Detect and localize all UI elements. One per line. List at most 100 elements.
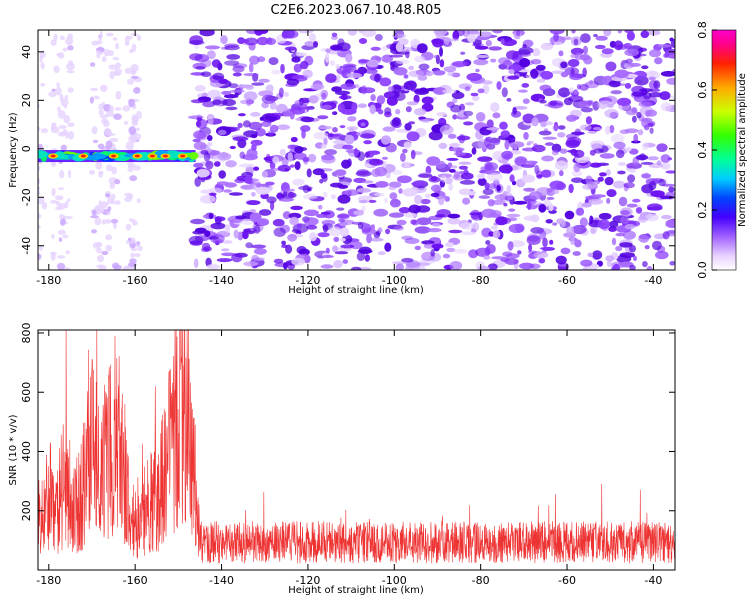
snr-ytick-label: 400 — [20, 441, 33, 462]
spectrogram-xtick-label: -40 — [644, 274, 662, 287]
spectrogram-blob — [337, 184, 349, 189]
spectrogram-blob — [203, 152, 211, 162]
spectrogram-blob — [549, 100, 558, 106]
snr-ytick-label: 600 — [20, 382, 33, 403]
spectrogram-blob — [114, 200, 121, 205]
spectrogram-blob — [199, 30, 215, 37]
spectrogram-blob — [452, 114, 458, 120]
spectrogram-blob — [560, 61, 568, 69]
spectrogram-blob — [321, 155, 336, 164]
spectrogram-blob — [448, 229, 463, 234]
spectrogram-blob — [610, 133, 625, 144]
spectrogram-blob — [51, 88, 56, 92]
spectrogram-blob — [470, 92, 479, 97]
spectrogram-blob — [382, 126, 396, 132]
chart-title: C2E6.2023.067.10.48.R05 — [270, 3, 441, 18]
spectrogram-blob — [261, 94, 276, 105]
snr-xlabel: Height of straight line (km) — [288, 585, 424, 596]
spectrogram-blob — [283, 262, 288, 270]
spectrogram-blob — [472, 222, 480, 232]
spectrogram-blob — [439, 59, 445, 68]
spectrogram-blob — [530, 214, 540, 223]
spectrogram-blob — [418, 63, 430, 71]
snr-xtick-label: -60 — [558, 574, 576, 587]
spectrogram-blob — [131, 220, 138, 226]
spectrogram-blob — [560, 36, 572, 41]
spectrogram-blob — [130, 75, 139, 80]
spectrogram-blob — [246, 200, 261, 206]
spectrogram-blob — [196, 120, 202, 127]
spectrogram-blob — [337, 213, 350, 220]
spectrogram-blob — [293, 63, 302, 73]
spectrogram-blob — [598, 212, 612, 220]
spectrogram-blob — [124, 67, 134, 75]
spectrogram-blob — [414, 245, 421, 251]
signal-band-blob — [139, 151, 151, 160]
spectrogram-blob — [626, 31, 636, 41]
spectrogram-blob — [403, 80, 417, 91]
spectrogram-blob — [606, 197, 611, 204]
spectrogram-blob — [358, 199, 368, 204]
spectrogram-blob — [576, 207, 585, 216]
spectrogram-blob — [442, 88, 457, 94]
spectrogram-blob — [530, 68, 539, 79]
spectrogram-blob — [406, 131, 420, 142]
spectrogram-blob — [101, 56, 107, 63]
spectrogram-blob — [189, 53, 203, 61]
spectrogram-blob — [225, 160, 237, 168]
spectrogram-blob — [91, 126, 98, 135]
spectrogram-blob — [435, 160, 446, 169]
spectrogram-blob — [132, 116, 138, 125]
spectrogram-blob — [357, 151, 366, 162]
spectrogram-blob — [312, 168, 325, 176]
spectrogram-blob — [50, 251, 57, 256]
spectrogram-blob — [633, 133, 639, 143]
spectrogram-blob — [95, 50, 101, 54]
spectrogram-blob — [201, 92, 208, 97]
spectrogram-blob — [660, 162, 671, 170]
spectrogram-blob — [308, 95, 319, 104]
spectrogram-blob — [395, 42, 404, 52]
spectrogram-blob — [655, 250, 669, 260]
spectrogram-blob — [456, 135, 471, 141]
spectrogram-blob — [110, 218, 119, 224]
spectrogram-blob — [234, 126, 240, 131]
spectrogram-blob — [126, 36, 133, 40]
spectrogram-blob — [38, 245, 43, 251]
spectrogram-blob — [122, 105, 131, 112]
spectrogram-blob — [425, 70, 434, 77]
spectrogram-blob — [446, 247, 456, 253]
spectrogram-blob — [414, 226, 431, 234]
spectrogram-blob — [127, 163, 137, 168]
spectrogram-blob — [105, 244, 113, 252]
spectrogram-blob — [579, 124, 592, 131]
spectrogram-blob — [306, 224, 318, 230]
spectrogram-blob — [89, 62, 96, 67]
spectrogram-blob — [135, 127, 140, 132]
spectrogram-blob — [218, 78, 229, 85]
spectrogram-blob — [196, 168, 210, 178]
spectrogram-blob — [592, 127, 602, 131]
spectrogram-blob — [639, 88, 653, 93]
spectrogram-blob — [626, 203, 638, 208]
spectrogram-blob — [242, 231, 249, 240]
spectrogram-blob — [101, 250, 109, 256]
spectrogram-blob — [624, 82, 632, 89]
spectrogram-blob — [446, 157, 459, 161]
spectrogram-blob — [592, 250, 603, 260]
spectrogram-blob — [498, 164, 513, 174]
spectrogram-blob — [235, 215, 247, 220]
spectrogram-blob — [464, 86, 471, 92]
spectrogram-blob — [628, 168, 637, 174]
spectrogram-blob — [608, 80, 621, 88]
spectrogram-blob — [549, 239, 554, 245]
spectrogram-blob — [519, 262, 535, 270]
spectrogram-blob — [237, 231, 244, 241]
spectrogram-blob — [589, 80, 594, 85]
spectrogram-blob — [597, 176, 604, 182]
spectrogram-blob — [449, 169, 456, 173]
spectrogram-blob — [483, 255, 491, 260]
spectrogram-blob — [668, 186, 675, 193]
spectrogram-blob — [190, 99, 205, 104]
spectrogram-blob — [361, 205, 366, 212]
